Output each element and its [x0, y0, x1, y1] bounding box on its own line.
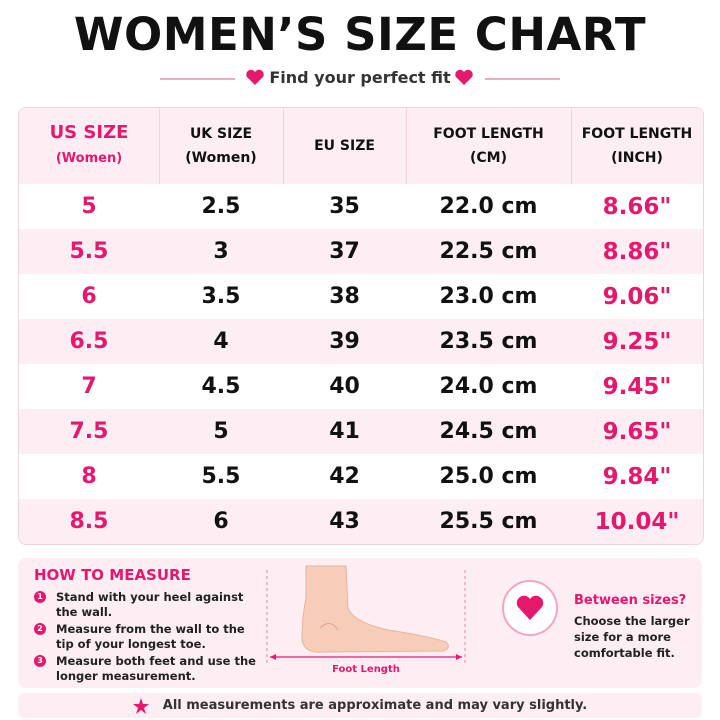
- column-divider: [571, 108, 572, 184]
- step-text: Measure from the wall to the tip of your…: [56, 622, 245, 651]
- header-text: (Women): [55, 151, 123, 166]
- table-row: 6.5 4 39 23.5 cm 9.25": [19, 319, 703, 364]
- table-cell: 6: [81, 284, 97, 309]
- header-text: UK SIZE: [189, 126, 253, 142]
- table-row: 7 4.5 40 24.0 cm 9.45": [19, 364, 703, 409]
- table-cell: 37: [329, 239, 360, 264]
- footer: All measurements are approximate and may…: [18, 693, 702, 718]
- table-cell: 4: [213, 329, 229, 354]
- subtitle-decor: [160, 69, 560, 85]
- between-text: Choose the larger size for a more comfor…: [574, 614, 690, 660]
- table-cell: 25.0 cm: [439, 464, 538, 489]
- table-cell: 5: [81, 194, 97, 219]
- header-row: US SIZE (Women) UK SIZE (Women) EU SIZE FOOT …: [19, 108, 703, 184]
- star-icon: [132, 697, 149, 714]
- footer-note: All measurements are approximate and may…: [162, 698, 588, 713]
- table-cell: 5: [213, 419, 229, 444]
- column-divider: [406, 108, 407, 184]
- table-cell: 25.5 cm: [439, 509, 538, 534]
- table-cell: 38: [329, 284, 360, 309]
- table-row: 8.5 6 43 25.5 cm 10.04": [19, 499, 703, 544]
- subtitle: Find your perfect fit: [269, 68, 451, 87]
- table-row: 6 3.5 38 23.0 cm 9.06": [19, 274, 703, 319]
- table-cell: 8: [81, 464, 97, 489]
- table-cell: 5.5: [69, 239, 109, 264]
- table-cell: 42: [329, 464, 360, 489]
- heart-icon: [502, 580, 558, 636]
- table-cell: 39: [329, 329, 360, 354]
- table-cell: 35: [329, 194, 360, 219]
- table-cell: 24.0 cm: [439, 374, 538, 399]
- header-text: FOOT LENGTH: [581, 126, 693, 142]
- header-cell: UK SIZE (Women): [159, 108, 283, 184]
- table-row: 7.5 5 41 24.5 cm 9.65": [19, 409, 703, 454]
- table-cell: 5.5: [201, 464, 241, 489]
- table-cell: 7: [81, 374, 97, 399]
- table-cell: 22.5 cm: [439, 239, 538, 264]
- table-cell: 3: [213, 239, 229, 264]
- table-cell: 4.5: [201, 374, 241, 399]
- table-cell: 8.66": [602, 193, 672, 220]
- header-text: EU SIZE: [314, 138, 375, 154]
- table-cell: 7.5: [69, 419, 109, 444]
- table-cell: 9.65": [602, 418, 672, 445]
- table-cell: 23.0 cm: [439, 284, 538, 309]
- header-text: US SIZE: [49, 122, 129, 143]
- measure-panel: HOW TO MEASURE 1 Stand with your heel aga…: [18, 558, 702, 688]
- table-cell: 10.04": [594, 508, 680, 535]
- table-cell: 9.06": [602, 283, 672, 310]
- table-row: 5 2.5 35 22.0 cm 8.66": [19, 184, 703, 229]
- table-cell: 24.5 cm: [439, 419, 538, 444]
- step: 3 Measure both feet and use the longer me…: [34, 654, 264, 684]
- header-cell: EU SIZE: [283, 108, 406, 184]
- table-cell: 40: [329, 374, 360, 399]
- step: 1 Stand with your heel against the wall.: [34, 590, 264, 620]
- table-cell: 41: [329, 419, 360, 444]
- table-cell: 9.84": [602, 463, 672, 490]
- title: WOMEN’S SIZE CHART: [73, 8, 647, 61]
- foot-length-label: Foot Length: [332, 664, 400, 675]
- table-cell: 8.86": [602, 238, 672, 265]
- header-text: (Women): [185, 150, 257, 166]
- measure-heading: HOW TO MEASURE: [34, 566, 191, 584]
- step: 2 Measure from the wall to the tip of you…: [34, 622, 264, 652]
- size-table: US SIZE (Women) UK SIZE (Women) EU SIZE FOOT …: [18, 107, 704, 545]
- table-cell: 2.5: [201, 194, 241, 219]
- column-divider: [283, 108, 284, 184]
- table-cell: 23.5 cm: [439, 329, 538, 354]
- header-cell: FOOT LENGTH (INCH): [571, 108, 703, 184]
- column-divider: [159, 108, 160, 184]
- step-text: Stand with your heel against the wall.: [56, 590, 244, 619]
- table-cell: 3.5: [201, 284, 241, 309]
- table-cell: 9.45": [602, 373, 672, 400]
- header-text: FOOT LENGTH: [433, 126, 544, 142]
- header-text: (CM): [469, 150, 507, 166]
- header-cell: FOOT LENGTH (CM): [406, 108, 571, 184]
- step-text: Measure both feet and use the longer mea…: [56, 654, 256, 683]
- between-heading: Between sizes?: [574, 593, 687, 608]
- table-row: 5.5 3 37 22.5 cm 8.86": [19, 229, 703, 274]
- table-cell: 43: [329, 509, 360, 534]
- table-cell: 9.25": [602, 328, 672, 355]
- table-cell: 6: [213, 509, 229, 534]
- table-cell: 8.5: [69, 509, 109, 534]
- table-row: 8 5.5 42 25.0 cm 9.84": [19, 454, 703, 499]
- foot-illustration: Foot Length: [266, 565, 466, 675]
- header-text: (INCH): [611, 150, 663, 166]
- table-cell: 22.0 cm: [439, 194, 538, 219]
- header-cell: US SIZE (Women): [19, 108, 159, 184]
- table-cell: 6.5: [69, 329, 109, 354]
